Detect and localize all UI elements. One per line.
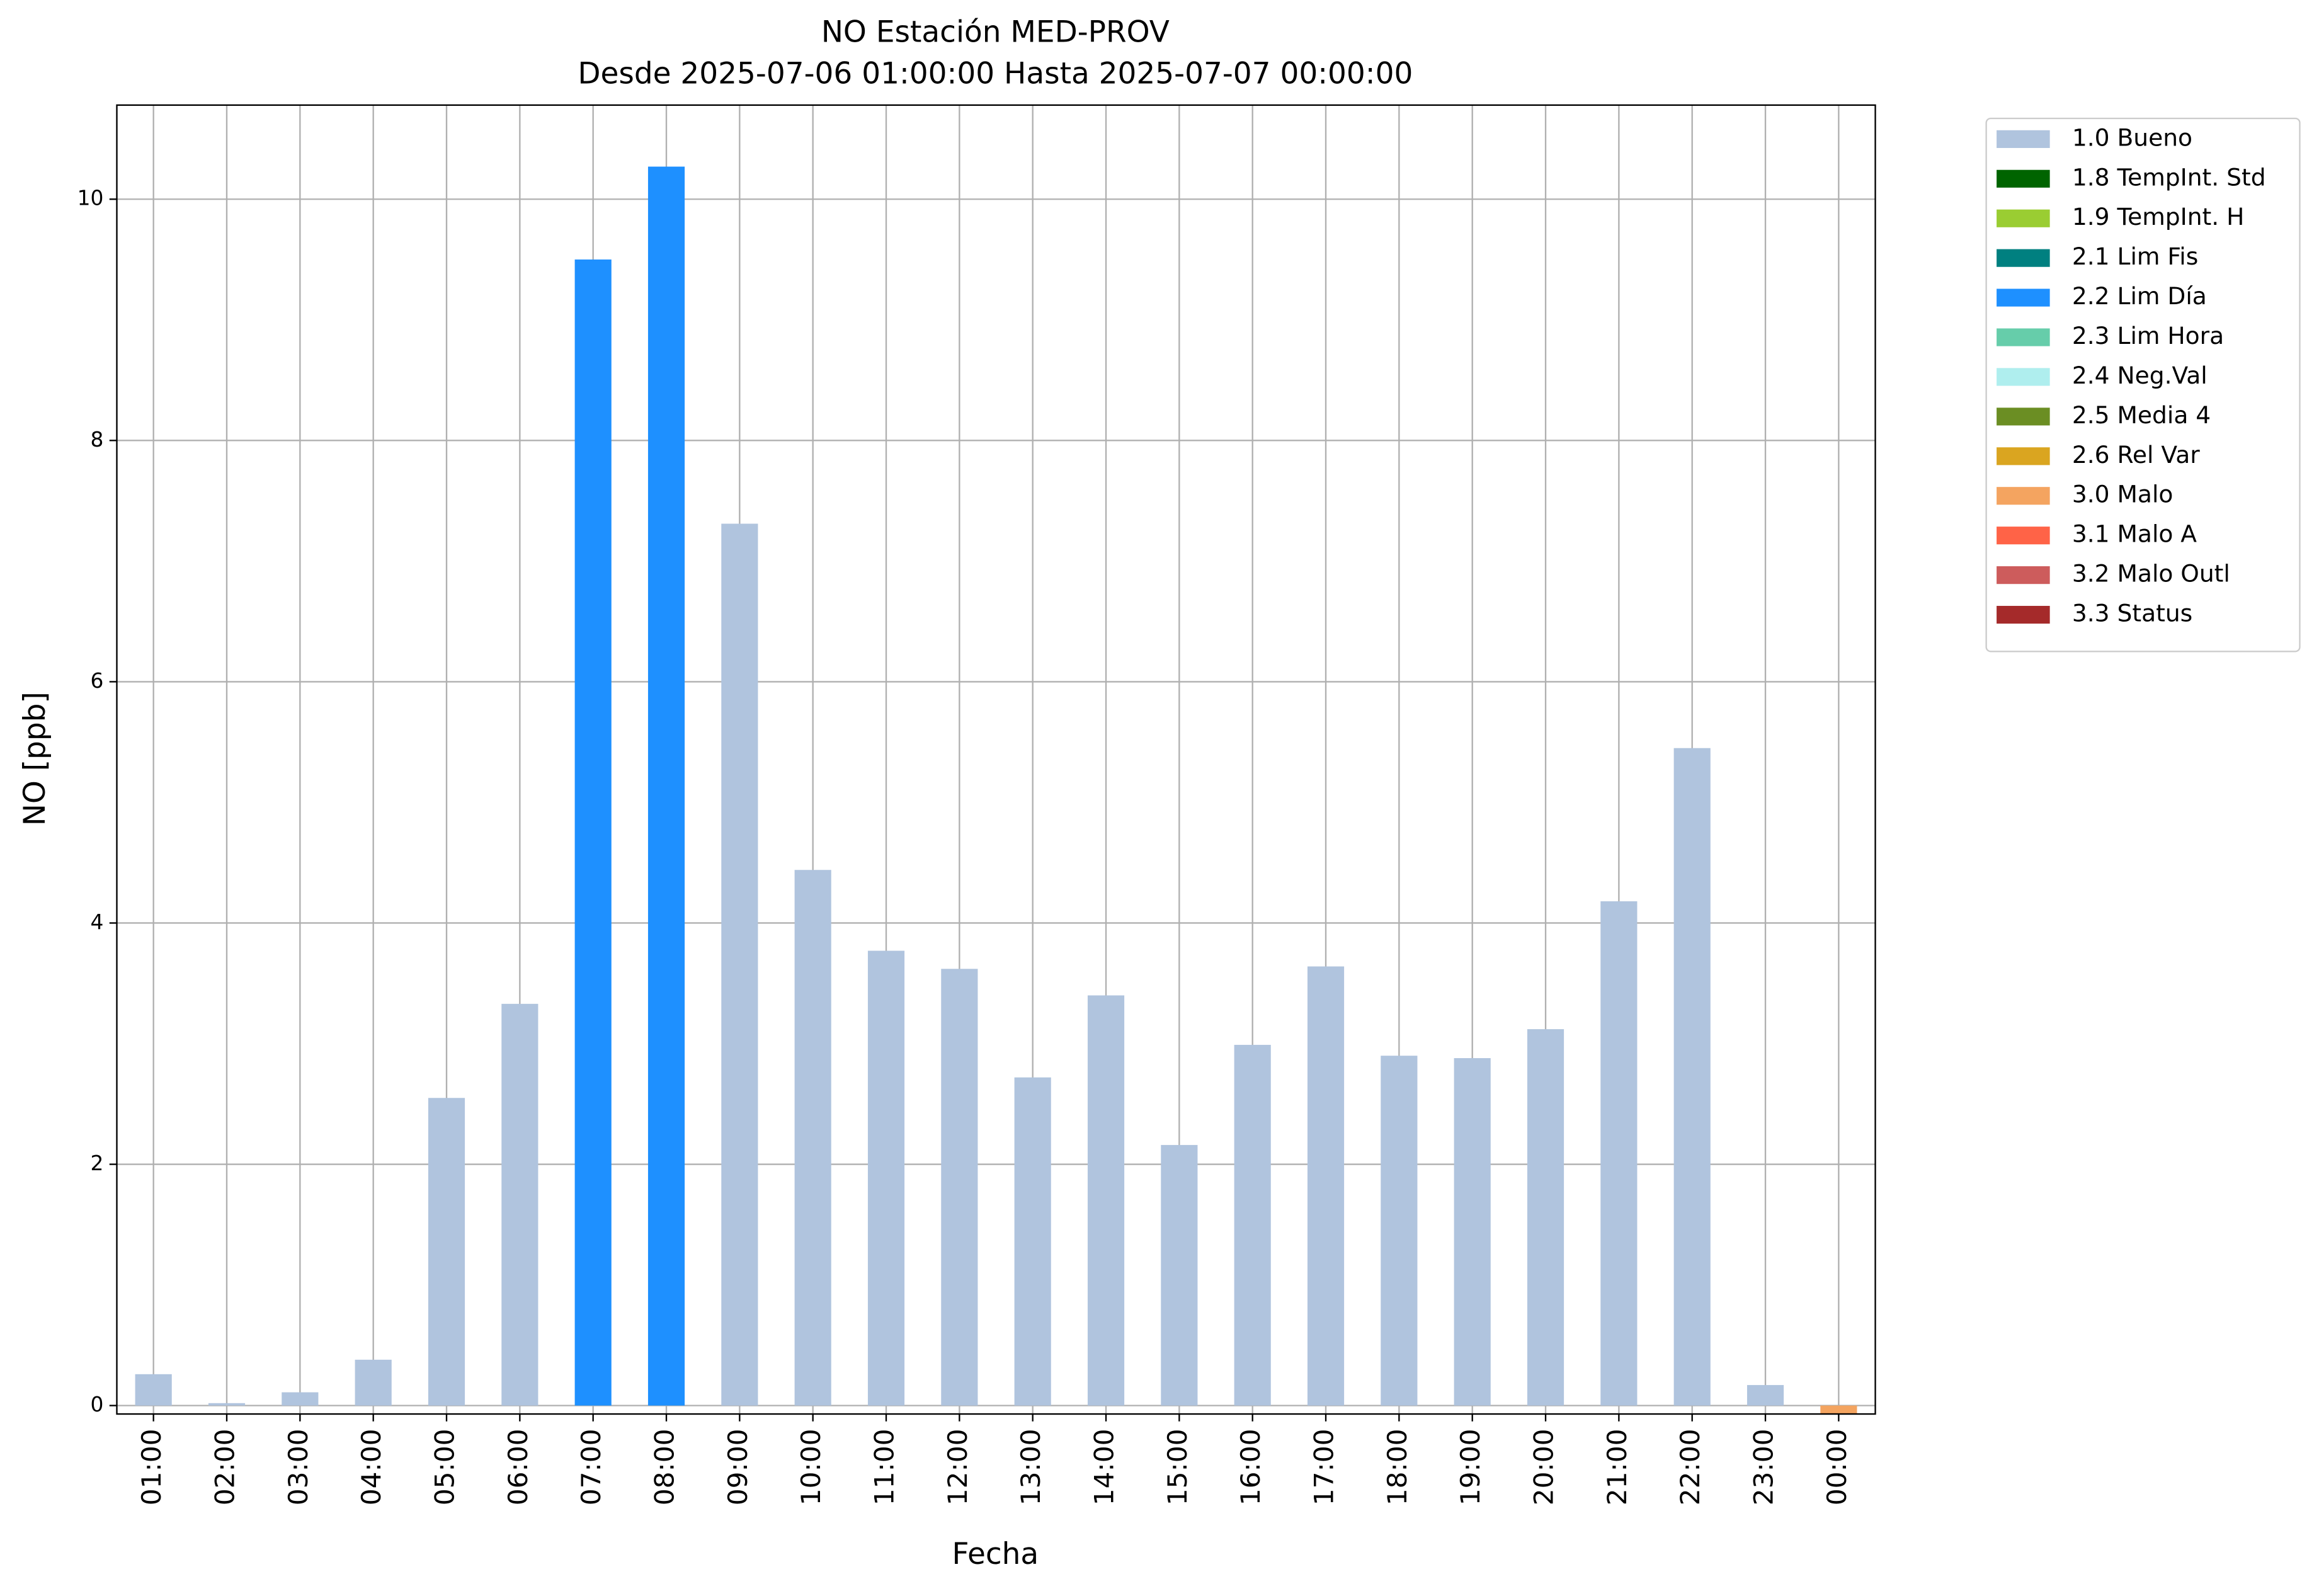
bar — [501, 1003, 538, 1406]
y-tick-label: 2 — [90, 1151, 103, 1175]
bar — [1381, 1056, 1418, 1406]
x-tick-label: 06:00 — [503, 1429, 533, 1506]
y-axis-label: NO [ppb] — [18, 692, 52, 826]
bar — [1746, 1385, 1784, 1406]
legend-label: 2.3 Lim Hora — [2072, 322, 2224, 350]
bar — [867, 950, 905, 1406]
legend-swatch — [1997, 408, 2050, 426]
bar — [794, 870, 831, 1406]
bar — [1673, 748, 1711, 1406]
x-tick-label: 20:00 — [1529, 1429, 1559, 1506]
x-tick-label: 05:00 — [430, 1429, 460, 1506]
bar — [1087, 995, 1125, 1406]
y-tick-label: 10 — [77, 186, 104, 210]
x-tick-label: 10:00 — [795, 1429, 826, 1506]
bar — [647, 166, 685, 1406]
y-tick-label: 6 — [90, 668, 103, 693]
legend-label: 2.5 Media 4 — [2072, 401, 2211, 429]
legend-swatch — [1997, 130, 2050, 148]
legend-swatch — [1997, 527, 2050, 545]
legend-label: 3.3 Status — [2072, 600, 2192, 627]
x-tick-label: 09:00 — [722, 1429, 753, 1506]
legend-swatch — [1997, 447, 2050, 465]
bar — [941, 969, 978, 1406]
legend-swatch — [1997, 487, 2050, 505]
y-tick-label: 8 — [90, 427, 103, 452]
legend-box — [1985, 117, 2301, 653]
x-axis-label: Fecha — [952, 1537, 1039, 1571]
chart-title: NO Estación MED-PROV — [821, 15, 1170, 50]
legend-swatch — [1997, 328, 2050, 346]
bar — [1600, 901, 1638, 1406]
x-tick-label: 02:00 — [210, 1429, 241, 1506]
legend-swatch — [1997, 605, 2050, 624]
x-tick-label: 11:00 — [869, 1429, 900, 1506]
bar — [282, 1392, 319, 1406]
x-tick-label: 04:00 — [356, 1429, 387, 1506]
legend-swatch — [1997, 368, 2050, 386]
x-tick-label: 13:00 — [1015, 1429, 1046, 1506]
bar — [355, 1359, 392, 1406]
bar — [1234, 1044, 1271, 1406]
x-tick-label: 03:00 — [283, 1429, 314, 1506]
x-tick-label: 22:00 — [1675, 1429, 1706, 1506]
legend-label: 2.2 Lim Día — [2072, 282, 2207, 310]
bar — [1527, 1029, 1564, 1406]
x-tick-label: 23:00 — [1748, 1429, 1779, 1506]
x-tick-label: 18:00 — [1382, 1429, 1413, 1506]
y-tick-label: 0 — [90, 1392, 103, 1416]
bar — [208, 1403, 246, 1406]
x-tick-label: 08:00 — [649, 1429, 680, 1506]
legend-label: 1.0 Bueno — [2072, 123, 2192, 151]
legend-label: 1.8 TempInt. Std — [2072, 163, 2266, 191]
bar — [1454, 1057, 1491, 1406]
legend-label: 2.4 Neg.Val — [2072, 362, 2208, 389]
bar — [721, 523, 758, 1406]
x-tick-label: 21:00 — [1602, 1429, 1632, 1506]
bar — [1014, 1077, 1051, 1406]
legend-swatch — [1997, 288, 2050, 307]
bar — [1161, 1144, 1198, 1406]
x-tick-label: 00:00 — [1821, 1429, 1852, 1506]
legend-label: 3.1 Malo A — [2072, 520, 2197, 548]
legend-swatch — [1997, 249, 2050, 267]
bar — [135, 1374, 172, 1406]
x-tick-label: 17:00 — [1309, 1429, 1340, 1506]
chart-subtitle: Desde 2025-07-06 01:00:00 Hasta 2025-07-… — [578, 56, 1413, 91]
x-tick-label: 07:00 — [576, 1429, 607, 1506]
bar — [428, 1098, 465, 1406]
legend-label: 1.9 TempInt. H — [2072, 203, 2245, 231]
legend-label: 2.1 Lim Fis — [2072, 242, 2198, 270]
bar — [574, 259, 612, 1406]
legend-label: 2.6 Rel Var — [2072, 441, 2200, 469]
x-tick-label: 12:00 — [942, 1429, 973, 1506]
x-tick-label: 19:00 — [1455, 1429, 1486, 1506]
legend-swatch — [1997, 209, 2050, 227]
x-tick-label: 01:00 — [136, 1429, 167, 1506]
x-tick-label: 16:00 — [1235, 1429, 1266, 1506]
legend-label: 3.0 Malo — [2072, 481, 2174, 508]
bar — [1820, 1405, 1857, 1415]
y-tick-label: 4 — [90, 909, 103, 934]
legend-label: 3.2 Malo Outl — [2072, 560, 2230, 588]
x-tick-label: 15:00 — [1162, 1429, 1193, 1506]
x-tick-label: 14:00 — [1089, 1429, 1120, 1506]
bar — [1307, 966, 1345, 1406]
plot-frame — [116, 104, 1876, 1415]
legend-swatch — [1997, 566, 2050, 584]
legend-swatch — [1997, 169, 2050, 188]
